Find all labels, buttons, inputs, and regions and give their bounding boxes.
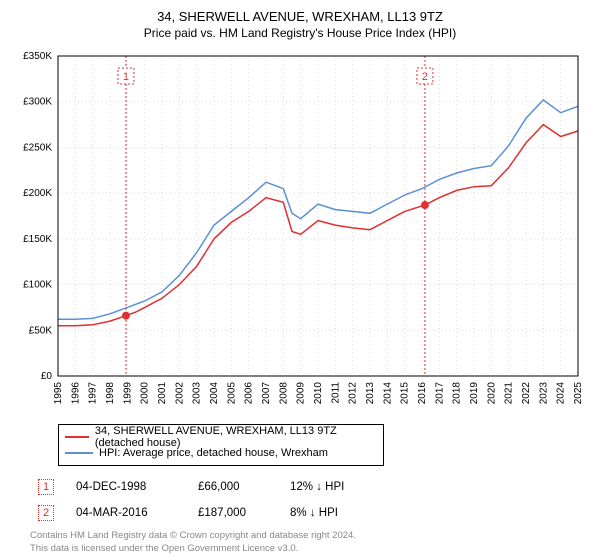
svg-text:2003: 2003: [192, 382, 203, 405]
chart-subtitle: Price paid vs. HM Land Registry's House …: [0, 26, 600, 46]
event-hpi: 12% ↓ HPI: [290, 481, 380, 493]
svg-text:1998: 1998: [105, 382, 116, 405]
svg-text:2005: 2005: [226, 382, 237, 405]
svg-text:2000: 2000: [140, 382, 151, 405]
svg-text:2006: 2006: [244, 382, 255, 405]
svg-text:2012: 2012: [348, 382, 359, 405]
svg-text:1999: 1999: [122, 382, 133, 405]
svg-text:1995: 1995: [53, 382, 64, 405]
footer-line-2: This data is licensed under the Open Gov…: [30, 543, 570, 555]
svg-text:2023: 2023: [538, 382, 549, 405]
svg-text:2017: 2017: [434, 382, 445, 405]
svg-text:2014: 2014: [382, 382, 393, 405]
svg-text:£0: £0: [41, 371, 53, 382]
footer: Contains HM Land Registry data © Crown c…: [30, 530, 570, 555]
svg-text:£50K: £50K: [29, 325, 53, 336]
svg-text:2004: 2004: [209, 382, 220, 405]
legend: 34, SHERWELL AVENUE, WREXHAM, LL13 9TZ (…: [58, 424, 384, 466]
svg-text:2015: 2015: [400, 382, 411, 405]
legend-label-2: HPI: Average price, detached house, Wrex…: [99, 447, 328, 459]
event-marker: 2: [38, 505, 54, 521]
event-row: 2 04-MAR-2016 £187,000 8% ↓ HPI: [30, 500, 600, 526]
event-row: 1 04-DEC-1998 £66,000 12% ↓ HPI: [30, 474, 600, 500]
svg-text:1996: 1996: [70, 382, 81, 405]
chart-area: £0 £50K £100K £150K £200K £250K £300K £350K 1995…: [10, 46, 590, 416]
svg-text:2007: 2007: [261, 382, 272, 405]
event-price: £66,000: [198, 481, 268, 493]
svg-text:£250K: £250K: [23, 143, 52, 154]
svg-text:£150K: £150K: [23, 234, 52, 245]
svg-text:1997: 1997: [88, 382, 99, 405]
event-marker: 1: [38, 479, 54, 495]
svg-text:2025: 2025: [573, 382, 584, 405]
svg-text:£100K: £100K: [23, 280, 52, 291]
legend-swatch-1: [65, 436, 89, 438]
svg-text:2001: 2001: [157, 382, 168, 405]
svg-text:2021: 2021: [504, 382, 515, 405]
footer-line-1: Contains HM Land Registry data © Crown c…: [30, 530, 570, 542]
legend-row-1: 34, SHERWELL AVENUE, WREXHAM, LL13 9TZ (…: [65, 429, 377, 445]
svg-text:£300K: £300K: [23, 97, 52, 108]
events-table: 1 04-DEC-1998 £66,000 12% ↓ HPI 2 04-MAR-2016…: [30, 474, 600, 526]
svg-text:2002: 2002: [174, 382, 185, 405]
svg-text:2009: 2009: [296, 382, 307, 405]
event-price: £187,000: [198, 507, 268, 519]
svg-text:2024: 2024: [556, 382, 567, 405]
svg-text:£200K: £200K: [23, 188, 52, 199]
svg-text:1: 1: [123, 71, 129, 83]
chart-title: 34, SHERWELL AVENUE, WREXHAM, LL13 9TZ: [0, 0, 600, 26]
svg-text:2013: 2013: [365, 382, 376, 405]
svg-text:2020: 2020: [486, 382, 497, 405]
event-date: 04-DEC-1998: [76, 481, 176, 493]
event-date: 04-MAR-2016: [76, 507, 176, 519]
svg-text:2: 2: [422, 71, 428, 83]
svg-text:2022: 2022: [521, 382, 532, 405]
svg-text:2019: 2019: [469, 382, 480, 405]
svg-text:£350K: £350K: [23, 51, 52, 62]
svg-text:2008: 2008: [278, 382, 289, 405]
svg-text:2018: 2018: [452, 382, 463, 405]
legend-swatch-2: [65, 452, 93, 454]
legend-label-1: 34, SHERWELL AVENUE, WREXHAM, LL13 9TZ (…: [95, 425, 377, 449]
svg-text:2010: 2010: [313, 382, 324, 405]
svg-text:2016: 2016: [417, 382, 428, 405]
line-chart: £0 £50K £100K £150K £200K £250K £300K £350K 1995…: [10, 46, 590, 416]
event-hpi: 8% ↓ HPI: [290, 507, 380, 519]
svg-text:2011: 2011: [330, 382, 341, 404]
